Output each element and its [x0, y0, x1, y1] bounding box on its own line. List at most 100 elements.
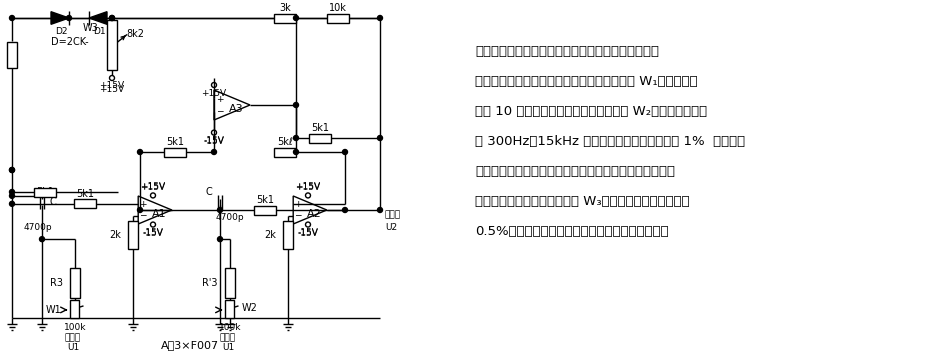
- Circle shape: [9, 168, 14, 173]
- Text: U1: U1: [66, 344, 79, 353]
- Text: 电路和一个非线性反相放大器串接而成。调节 W₁，振荡频率: 电路和一个非线性反相放大器串接而成。调节 W₁，振荡频率: [475, 75, 698, 88]
- Text: 5kℓ: 5kℓ: [277, 137, 293, 147]
- Text: R3: R3: [50, 278, 63, 288]
- Bar: [128, 221, 139, 249]
- Circle shape: [293, 103, 299, 107]
- Circle shape: [293, 149, 299, 154]
- Bar: [274, 14, 296, 23]
- Circle shape: [293, 15, 299, 20]
- Text: +15V: +15V: [100, 84, 124, 93]
- Bar: [74, 199, 96, 208]
- Circle shape: [9, 190, 14, 195]
- Text: A2: A2: [307, 209, 322, 219]
- Text: 0.5%。输出经滤波后，可以将三角波变为正弦波。: 0.5%。输出经滤波后，可以将三角波变为正弦波。: [475, 225, 669, 238]
- Text: 频率可调幅度不变的正弦振荡器　此电路由两级移相: 频率可调幅度不变的正弦振荡器 此电路由两级移相: [475, 45, 659, 58]
- Text: 4700p: 4700p: [24, 223, 52, 232]
- Text: U2: U2: [385, 223, 397, 232]
- Bar: [327, 14, 349, 23]
- Text: W1: W1: [46, 305, 61, 315]
- Circle shape: [9, 201, 14, 206]
- Text: +15V: +15V: [140, 183, 165, 192]
- Text: 100k: 100k: [219, 322, 241, 331]
- Text: -15V: -15V: [298, 228, 319, 237]
- Bar: [164, 148, 186, 157]
- Text: 4700p: 4700p: [216, 214, 245, 223]
- Text: 2k: 2k: [265, 230, 276, 240]
- Bar: [226, 300, 234, 318]
- Bar: [274, 148, 296, 157]
- Text: −: −: [215, 106, 223, 115]
- Circle shape: [343, 149, 347, 154]
- Circle shape: [378, 15, 382, 20]
- Text: A1: A1: [152, 209, 166, 219]
- Text: +15V: +15V: [295, 182, 321, 191]
- Circle shape: [66, 15, 71, 20]
- Text: 10k: 10k: [329, 3, 347, 13]
- Bar: [34, 187, 56, 196]
- Bar: [283, 221, 293, 249]
- Text: D=2CK-: D=2CK-: [51, 37, 89, 47]
- Bar: [309, 134, 331, 143]
- Bar: [225, 268, 235, 298]
- Circle shape: [9, 15, 14, 20]
- Circle shape: [217, 237, 222, 242]
- Text: W3: W3: [83, 23, 98, 33]
- Circle shape: [293, 135, 299, 140]
- Circle shape: [217, 208, 222, 213]
- Bar: [7, 42, 17, 68]
- Circle shape: [378, 135, 382, 140]
- Bar: [107, 20, 117, 70]
- Text: +15V: +15V: [100, 81, 124, 90]
- Text: D1: D1: [93, 27, 105, 36]
- Circle shape: [109, 15, 115, 20]
- Text: 在 300Hz～15kHz 范围内调节。波形失真小于 1%  。由于移: 在 300Hz～15kHz 范围内调节。波形失真小于 1% 。由于移: [475, 135, 745, 148]
- Text: 性。若需用改变幅度，可调节 W₃。非线性引起的误差小于: 性。若需用改变幅度，可调节 W₃。非线性引起的误差小于: [475, 195, 690, 208]
- Text: W2: W2: [242, 303, 258, 313]
- Text: −: −: [294, 210, 302, 220]
- Text: A：3×F007: A：3×F007: [161, 340, 219, 350]
- Text: R'3: R'3: [202, 278, 218, 288]
- Text: +: +: [215, 95, 223, 104]
- Polygon shape: [51, 12, 69, 24]
- Bar: [254, 205, 276, 214]
- Text: 100k: 100k: [64, 322, 86, 331]
- Text: 5k1: 5k1: [166, 137, 184, 147]
- Polygon shape: [89, 12, 107, 24]
- Circle shape: [40, 237, 45, 242]
- Text: +: +: [140, 200, 147, 209]
- Text: C: C: [205, 187, 212, 197]
- Text: 5k1: 5k1: [76, 189, 94, 199]
- Text: 5k1: 5k1: [36, 187, 54, 197]
- Text: 5k1: 5k1: [256, 195, 274, 205]
- Text: 5k1: 5k1: [311, 123, 329, 133]
- Circle shape: [138, 208, 142, 213]
- Text: -15V: -15V: [142, 229, 163, 238]
- Text: U1: U1: [222, 344, 234, 353]
- Circle shape: [9, 194, 14, 198]
- Text: -15V: -15V: [298, 229, 319, 238]
- Bar: [70, 268, 80, 298]
- Text: −: −: [140, 210, 147, 220]
- Text: 正弦波: 正弦波: [220, 334, 236, 342]
- Text: 正弦波: 正弦波: [65, 334, 81, 342]
- Text: +15V: +15V: [295, 183, 321, 192]
- Circle shape: [109, 15, 115, 20]
- Text: 2k: 2k: [109, 230, 121, 240]
- Text: 变化 10 倍，要得到更大的范围，可调节 W₂。此电路频率可: 变化 10 倍，要得到更大的范围，可调节 W₂。此电路频率可: [475, 105, 707, 118]
- Text: A3: A3: [229, 104, 243, 114]
- Text: +: +: [294, 200, 302, 209]
- Text: +15V: +15V: [201, 89, 227, 98]
- Text: 3k: 3k: [279, 3, 291, 13]
- Text: 相电路对幅度不产生影响，故改变频率不影响幅度的稳定: 相电路对幅度不产生影响，故改变频率不影响幅度的稳定: [475, 165, 675, 178]
- Circle shape: [138, 149, 142, 154]
- Text: +15V: +15V: [140, 182, 165, 191]
- Text: -15V: -15V: [142, 228, 163, 237]
- Text: -15V: -15V: [204, 137, 224, 146]
- Text: C: C: [50, 197, 57, 207]
- Circle shape: [343, 208, 347, 213]
- Circle shape: [9, 168, 14, 173]
- Circle shape: [378, 208, 382, 213]
- Text: 正弦波: 正弦波: [385, 210, 401, 219]
- Text: -15V: -15V: [204, 136, 224, 145]
- Text: D2: D2: [55, 27, 67, 36]
